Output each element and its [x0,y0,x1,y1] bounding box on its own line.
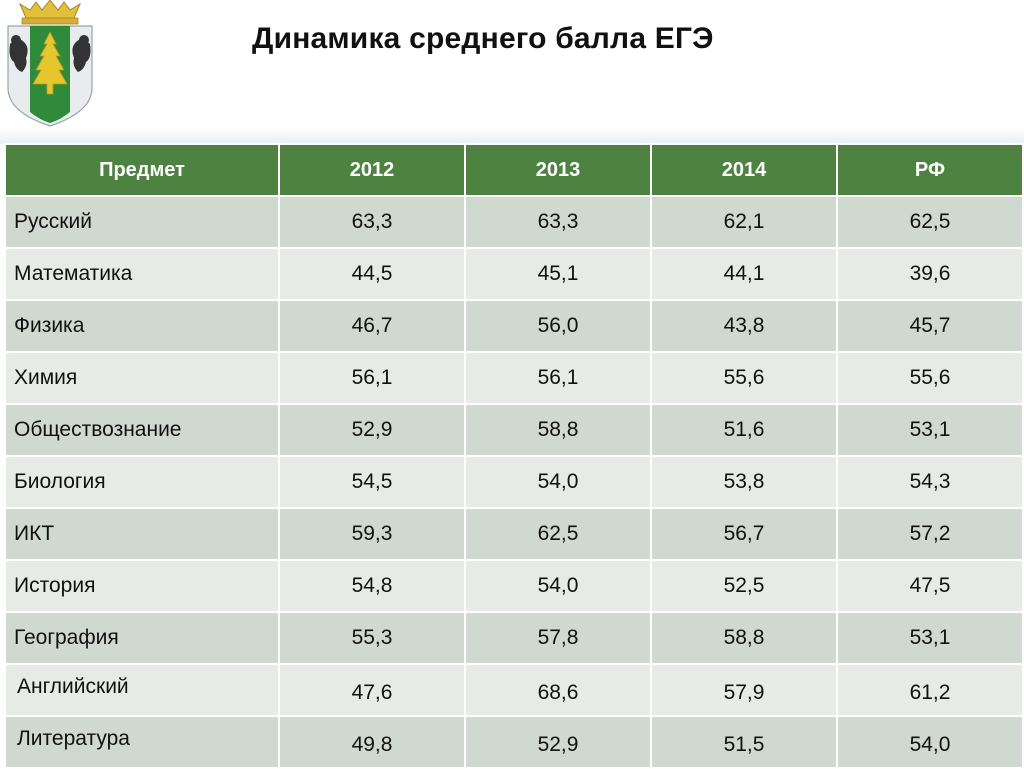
table-row: ИКТ 59,3 62,5 56,7 57,2 [6,509,1022,559]
score-cell-rf: 54,3 [838,457,1022,507]
column-header-2012: 2012 [280,145,464,195]
column-header-2014: 2014 [652,145,836,195]
score-cell-2014: 62,1 [652,197,836,247]
subject-cell: ИКТ [6,509,278,559]
score-cell-2014: 53,8 [652,457,836,507]
subject-cell: Математика [6,249,278,299]
exam-scores-table: Предмет 2012 2013 2014 РФ Русский 63,3 6… [4,143,1024,769]
column-header-subject: Предмет [6,145,278,195]
table-row: География 55,3 57,8 58,8 53,1 [6,613,1022,663]
column-header-rf: РФ [838,145,1022,195]
table-row: Химия 56,1 56,1 55,6 55,6 [6,353,1022,403]
table-row: Математика 44,5 45,1 44,1 39,6 [6,249,1022,299]
table-row: Русский 63,3 63,3 62,1 62,5 [6,197,1022,247]
score-cell-rf: 57,2 [838,509,1022,559]
score-cell-2012: 52,9 [280,405,464,455]
score-cell-2014: 51,5 [652,717,836,767]
table-row: Физика 46,7 56,0 43,8 45,7 [6,301,1022,351]
score-cell-2014: 52,5 [652,561,836,611]
score-cell-2013: 54,0 [466,561,650,611]
score-cell-2014: 51,6 [652,405,836,455]
score-cell-2012: 46,7 [280,301,464,351]
score-cell-rf: 53,1 [838,613,1022,663]
score-cell-2013: 63,3 [466,197,650,247]
score-cell-2013: 56,1 [466,353,650,403]
subject-cell: География [6,613,278,663]
score-cell-2012: 59,3 [280,509,464,559]
table-row: Английский 47,6 68,6 57,9 61,2 [6,665,1022,715]
subject-cell: История [6,561,278,611]
subject-cell: Физика [6,301,278,351]
score-cell-2014: 43,8 [652,301,836,351]
score-cell-2014: 44,1 [652,249,836,299]
score-cell-2013: 58,8 [466,405,650,455]
score-cell-2014: 57,9 [652,665,836,715]
score-cell-2012: 54,5 [280,457,464,507]
score-cell-rf: 61,2 [838,665,1022,715]
score-cell-rf: 55,6 [838,353,1022,403]
coat-of-arms-icon [7,0,93,127]
score-cell-rf: 54,0 [838,717,1022,767]
column-header-2013: 2013 [466,145,650,195]
score-cell-2013: 45,1 [466,249,650,299]
score-cell-2013: 54,0 [466,457,650,507]
score-cell-2012: 49,8 [280,717,464,767]
score-cell-2013: 62,5 [466,509,650,559]
score-cell-2012: 54,8 [280,561,464,611]
subject-cell: Английский [6,665,278,715]
subject-cell: Биология [6,457,278,507]
page-title: Динамика среднего балла ЕГЭ [252,22,714,55]
score-cell-2014: 56,7 [652,509,836,559]
score-cell-2012: 44,5 [280,249,464,299]
score-cell-2013: 68,6 [466,665,650,715]
score-cell-2012: 47,6 [280,665,464,715]
table-header-row: Предмет 2012 2013 2014 РФ [6,145,1022,195]
subject-cell: Обществознание [6,405,278,455]
score-cell-2014: 58,8 [652,613,836,663]
score-cell-2012: 63,3 [280,197,464,247]
score-cell-rf: 53,1 [838,405,1022,455]
subject-cell: Литература [6,717,278,767]
table-row: Биология 54,5 54,0 53,8 54,3 [6,457,1022,507]
header-divider [0,126,1024,144]
score-cell-rf: 39,6 [838,249,1022,299]
score-cell-2012: 55,3 [280,613,464,663]
slide-header [0,0,1024,140]
table-row: Обществознание 52,9 58,8 51,6 53,1 [6,405,1022,455]
score-cell-2013: 52,9 [466,717,650,767]
subject-cell: Химия [6,353,278,403]
score-cell-2012: 56,1 [280,353,464,403]
score-cell-rf: 62,5 [838,197,1022,247]
table-row: Литература 49,8 52,9 51,5 54,0 [6,717,1022,767]
score-cell-2013: 56,0 [466,301,650,351]
score-cell-rf: 45,7 [838,301,1022,351]
score-cell-rf: 47,5 [838,561,1022,611]
subject-cell: Русский [6,197,278,247]
table-row: История 54,8 54,0 52,5 47,5 [6,561,1022,611]
score-cell-2013: 57,8 [466,613,650,663]
score-cell-2014: 55,6 [652,353,836,403]
